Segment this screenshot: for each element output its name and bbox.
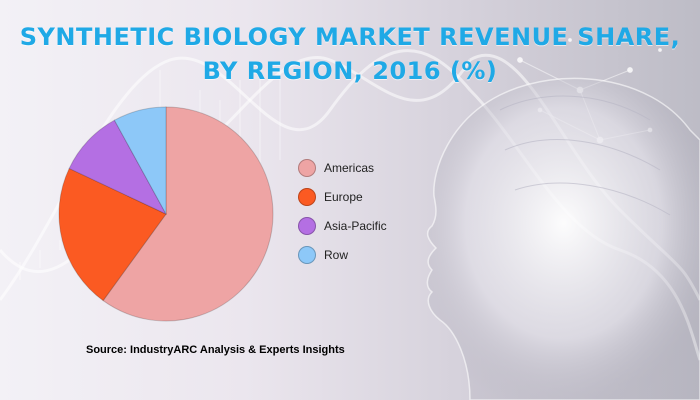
- chart-legend: Americas Europe Asia-Pacific Row: [298, 158, 418, 274]
- legend-swatch-europe: [298, 188, 316, 206]
- pie-slice-asia-pacific: [68, 119, 168, 216]
- legend-label-row: Row: [324, 248, 349, 262]
- legend-item-row: Row: [298, 245, 418, 265]
- legend-item-europe: Europe: [298, 187, 418, 207]
- chart-title: SYNTHETIC BIOLOGY MARKET REVENUE SHARE, …: [0, 20, 700, 88]
- legend-label-asia-pacific: Asia-Pacific: [324, 219, 387, 233]
- legend-swatch-americas: [298, 159, 316, 177]
- legend-swatch-asia-pacific: [298, 217, 316, 235]
- legend-item-asia-pacific: Asia-Pacific: [298, 216, 418, 236]
- pie-slice-americas: [102, 106, 274, 322]
- legend-label-americas: Americas: [324, 161, 375, 175]
- legend-item-americas: Americas: [298, 158, 418, 178]
- chart-title-line-2: BY REGION, 2016 (%): [202, 57, 498, 85]
- chart-title-line-1: SYNTHETIC BIOLOGY MARKET REVENUE SHARE,: [19, 23, 681, 51]
- legend-swatch-row: [298, 246, 316, 264]
- pie-slice-row: [113, 106, 167, 215]
- human-head-icon: [426, 77, 700, 400]
- legend-label-europe: Europe: [324, 190, 363, 204]
- pie-slice-europe: [58, 167, 167, 302]
- source-note: Source: IndustryARC Analysis & Experts I…: [86, 344, 345, 356]
